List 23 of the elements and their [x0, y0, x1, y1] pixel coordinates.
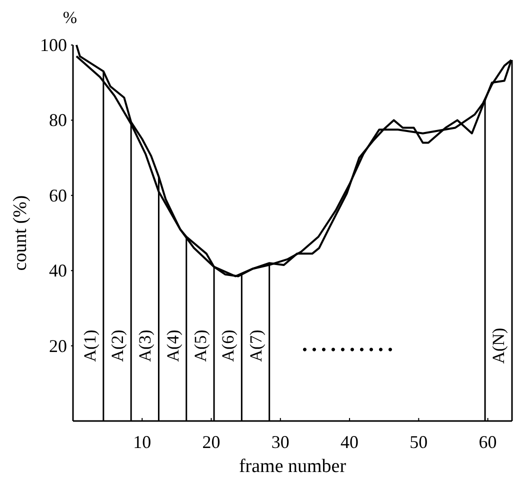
- y-tick-label: 20: [49, 336, 67, 356]
- x-tick-label: 10: [133, 432, 152, 452]
- x-tick-label: 20: [202, 432, 220, 452]
- ref-line-label: A(5): [191, 330, 210, 362]
- ref-line-label: A(N): [489, 328, 508, 364]
- ref-line-label: A(4): [163, 330, 182, 362]
- ref-line-label: A(2): [108, 330, 128, 362]
- y-tick-label: 80: [49, 110, 67, 130]
- ref-line-label: A(7): [246, 330, 266, 362]
- y-tick-label: 60: [49, 185, 67, 206]
- x-tick-label: 50: [410, 432, 428, 452]
- x-axis-title: frame number: [238, 456, 347, 477]
- x-tick-label: 60: [478, 432, 497, 452]
- text: %: [62, 8, 78, 27]
- y-tick-label: 100: [40, 35, 67, 55]
- annotation: ..........: [302, 330, 398, 356]
- y-axis-title: count (%): [10, 195, 31, 271]
- ref-line-label: A(3): [136, 330, 155, 362]
- x-tick-label: 30: [271, 432, 290, 452]
- ref-line-label: A(6): [218, 330, 238, 362]
- y-tick-label: 40: [49, 260, 67, 281]
- x-tick-label: 40: [340, 432, 359, 452]
- ref-line-label: A(1): [80, 330, 100, 362]
